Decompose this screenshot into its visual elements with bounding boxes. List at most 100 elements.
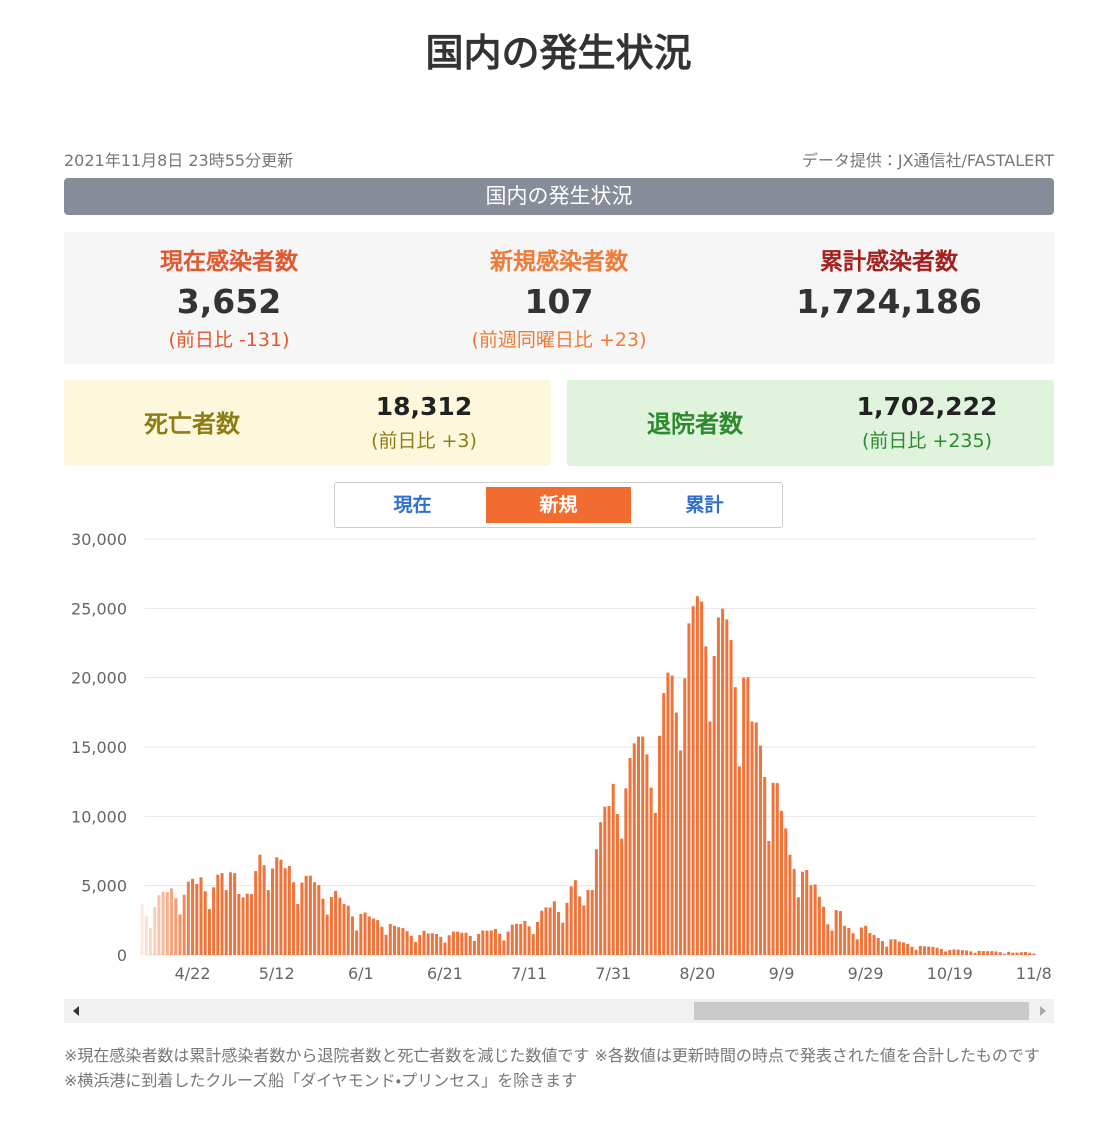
bar [721,608,725,955]
bar [262,865,266,955]
bar [359,914,363,955]
stat-value: 18,312 [375,392,473,421]
panel-title: 国内の発生状況 [64,178,1054,215]
bar [241,897,245,955]
bar [725,619,729,955]
bar [666,672,670,955]
bar [405,931,409,955]
tab[interactable]: 現在 [393,494,432,516]
bar [914,949,918,955]
bar [279,859,283,955]
bar [212,887,216,955]
bar [662,693,666,955]
bar [830,930,834,955]
bar [801,871,805,955]
bar [203,891,207,955]
bar [157,895,161,955]
bar [435,933,439,955]
y-tick-label: 10,000 [71,807,127,826]
bar [998,952,1002,955]
bar [254,871,258,955]
bar [569,886,573,955]
tab-active[interactable]: 新規 [486,487,631,523]
bar [960,950,964,955]
bar [401,928,405,955]
stat-change: (前日比 +3) [371,430,477,452]
bar [712,655,716,955]
bar [388,923,392,955]
scroll-right[interactable] [1040,1006,1046,1016]
x-tick-label: 8/20 [679,964,715,983]
bar [876,937,880,955]
bar [1032,953,1036,955]
bar [653,812,657,955]
stat-label: 現在感染者数 [160,249,298,275]
bar [615,814,619,955]
bar [788,854,792,955]
bar [233,873,237,955]
bar [620,838,624,955]
bar [174,898,178,955]
update-time: 2021年11月8日 23時55分更新 [64,151,294,170]
bar [586,889,590,955]
bar [939,949,943,955]
bar [300,882,304,955]
bar [207,909,211,955]
bar [321,898,325,955]
bar [350,916,354,955]
bar [977,950,981,955]
bar [590,890,594,955]
stat-current: 現在感染者数 3,652 (前日比 -131) [64,242,394,352]
page-title: 国内の発生状況 [425,31,692,75]
bar [397,927,401,955]
bar [826,924,830,955]
bar [292,882,296,955]
bar [771,782,775,955]
bar [641,736,645,955]
bar [1028,952,1032,955]
bar [275,857,279,955]
bar [270,868,275,955]
bar [779,810,784,955]
bar [149,927,153,955]
bar [931,946,935,955]
scrollbar-thumb[interactable] [694,1002,1029,1020]
bar [897,941,901,955]
x-tick-label: 7/31 [595,964,631,983]
stat-label: 死亡者数 [144,410,240,438]
scroll-left[interactable] [73,1006,79,1016]
bar [342,903,346,955]
bar [700,601,704,955]
stat-value: 107 [524,282,594,321]
bar [552,901,556,955]
bar [754,722,758,955]
y-tick-label: 0 [117,946,127,965]
stat-change: (前日比 -131) [168,329,290,351]
bar [481,930,485,955]
stat-value: 1,724,186 [796,282,982,321]
bar [228,872,232,955]
bar [266,890,270,955]
bar [548,907,552,955]
bar [186,881,190,955]
bar [784,828,788,955]
bar [851,933,855,955]
stat-label: 退院者数 [647,410,743,438]
bar [283,868,287,955]
bar [847,927,851,955]
bar [371,918,375,955]
bar [195,884,199,955]
x-tick-label: 9/9 [769,964,795,983]
bar [317,885,321,955]
bar [296,904,300,955]
bar [338,897,342,955]
tab[interactable]: 累計 [685,494,724,516]
bar [165,892,169,955]
bar [489,930,493,955]
bar [981,951,985,955]
bar [864,925,868,955]
bar [578,896,582,955]
bar [485,930,489,955]
bar [657,735,662,955]
x-tick-label: 9/29 [848,964,884,983]
